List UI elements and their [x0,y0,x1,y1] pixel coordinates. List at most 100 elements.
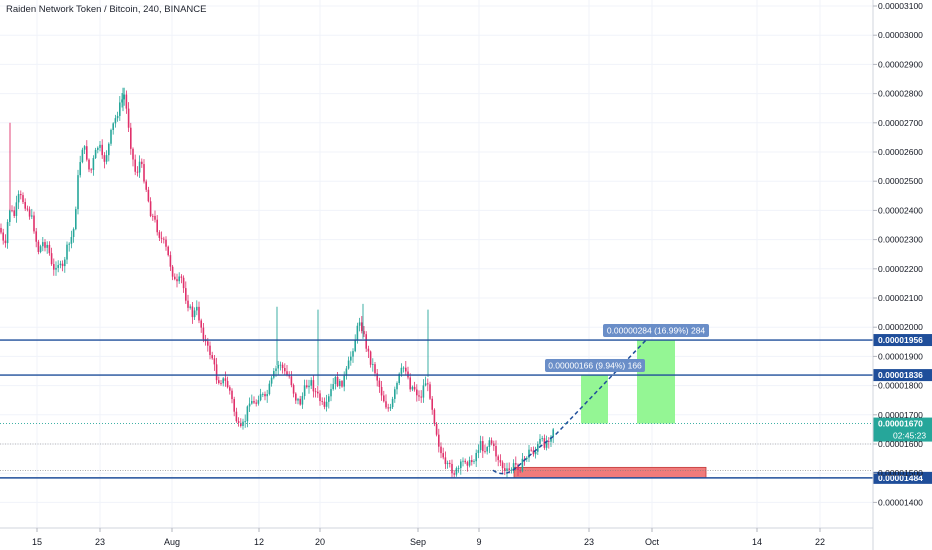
candle-body [479,441,482,451]
y-tick-label: 0.00002400 [878,205,923,215]
time-axis[interactable]: 15 23 Aug 12 20 Sep 9 23 Oct 14 22 [0,527,873,547]
candle-body [323,401,326,407]
candle-body [237,421,240,423]
candle-body [70,237,73,244]
candle-body [548,440,550,442]
candle-body [471,460,473,462]
level-price-label: 0.00001484 [878,473,923,483]
candle-body [295,393,297,401]
candle-body [156,219,158,233]
candle-body [53,264,55,270]
candle-body [196,306,198,311]
candle-body [292,385,295,394]
candle-body [81,149,84,163]
candle-body [233,399,235,412]
measure-label-bg [603,324,709,337]
candle-body [420,396,422,398]
candle-body [306,385,308,388]
candle-body [169,255,172,267]
y-tick-label: 0.00002500 [878,176,923,186]
candle-body [35,231,37,242]
candle-body [475,452,477,462]
candle-body [143,164,145,182]
candle-body [268,383,271,395]
candle-body [545,440,548,448]
candle-body [312,380,315,392]
candle-body [517,464,519,471]
candle-body [6,222,9,244]
measure-label: 0.00000166 (9.94%) 166 [548,361,642,371]
candle-body [97,147,99,150]
candle-body [31,215,33,217]
candle-body [477,450,480,453]
candle-body [13,210,15,216]
bar-countdown-label: 02:45:23 [893,431,926,441]
candle-body [64,259,66,267]
candle-body [123,94,125,100]
horizontal-levels[interactable]: 0.00001956 0.00001836 0.00001484 0.00001670… [0,334,932,484]
candle-body [352,351,354,357]
level-price-label: 0.00001836 [878,370,923,380]
candle-body [488,440,491,447]
x-tick-label: 23 [95,537,105,547]
candle-body [270,377,273,384]
candle-body [389,407,392,409]
candle-body [180,276,183,278]
price-axis[interactable]: 0.00003100 0.00003000 0.00002900 0.00002800… [872,0,923,550]
x-tick-label: 20 [315,537,325,547]
chart-title: Raiden Network Token / Bitcoin, 240, BIN… [6,4,207,15]
candle-body [310,380,312,386]
candle-body [132,148,134,160]
candle-body [427,383,429,385]
y-tick-label: 0.00001400 [878,497,923,507]
candlestick-series [0,87,554,478]
candle-body [501,462,504,469]
candle-body [22,195,24,203]
candle-body [345,368,348,376]
candle-body [28,209,31,217]
stop-loss-zone [513,466,707,479]
x-tick-label: 23 [584,537,594,547]
candle-body [490,440,493,444]
candle-body [510,469,513,471]
candle-body [464,460,466,463]
level-price-label-bg [873,334,932,347]
candle-body [174,276,176,280]
x-tick-label: Oct [645,537,660,547]
level-price-label-bg [873,471,932,484]
candle-body [158,232,161,238]
y-tick-label: 0.00003000 [878,30,923,40]
candle-body [211,355,213,359]
candle-body [515,463,517,465]
candle-body [484,451,486,452]
candle-body [33,215,35,232]
candle-body [398,373,400,383]
candle-body [495,446,497,457]
candle-body [378,380,381,387]
candle-body [303,385,306,397]
candle-body [339,381,341,387]
candle-body [405,367,407,372]
candle-body [187,300,189,308]
candle-body [308,385,310,388]
candle-body [119,102,121,116]
candle-body [369,351,372,365]
candle-body [147,189,150,202]
candle-body [83,146,86,150]
candle-body [50,253,53,265]
candle-body [457,468,460,469]
candle-body [152,215,154,217]
candle-body [468,460,471,466]
candle-body [163,238,165,240]
candle-body [387,407,389,409]
candle-body [134,159,136,172]
candle-body [273,371,275,378]
candle-body [519,470,521,472]
candle-body [149,201,152,216]
candle-body [88,159,90,170]
candle-body [400,367,403,374]
candle-body [402,367,405,369]
candle-body [284,367,286,372]
candle-body [44,242,46,248]
